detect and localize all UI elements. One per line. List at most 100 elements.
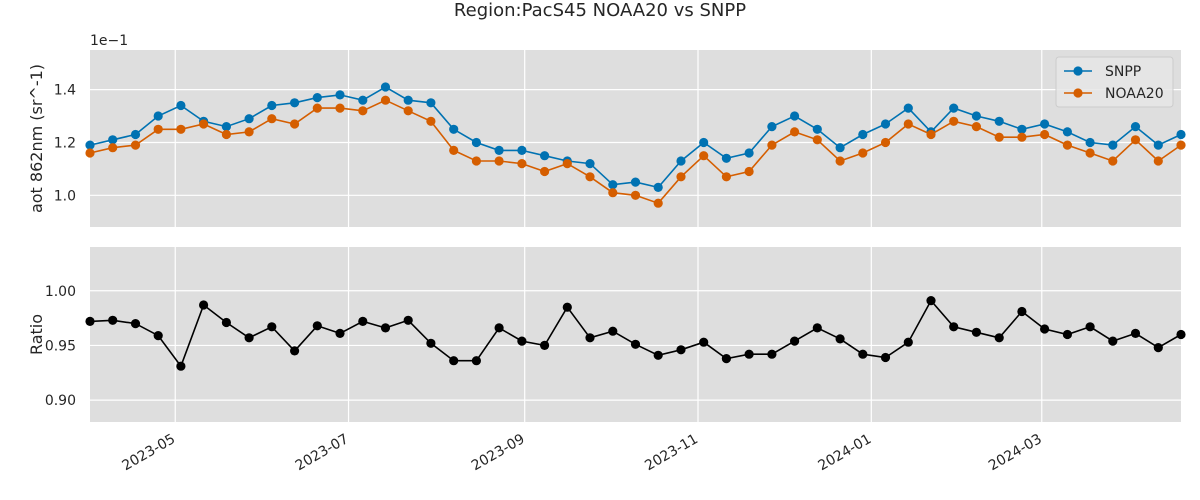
data-point [540, 151, 550, 161]
data-point [403, 106, 413, 116]
data-point [676, 172, 686, 182]
data-point [585, 172, 595, 182]
x-tick-label: 2023-07 [293, 431, 352, 474]
data-point [358, 106, 368, 116]
data-point [721, 354, 732, 364]
data-point [630, 177, 641, 187]
data-point [380, 323, 391, 333]
data-point [744, 349, 754, 359]
data-point [721, 172, 732, 182]
data-point [767, 122, 777, 132]
legend-swatch-marker [1073, 88, 1083, 98]
data-point [85, 140, 95, 150]
data-point [699, 151, 709, 161]
data-point [176, 124, 186, 134]
data-point [449, 145, 459, 155]
data-point [1130, 328, 1141, 338]
data-point [903, 337, 913, 347]
data-point [1062, 127, 1072, 137]
data-point [949, 322, 959, 332]
data-point [880, 137, 891, 148]
data-point [653, 182, 663, 192]
data-point [653, 350, 663, 360]
data-point [517, 336, 527, 346]
data-point [971, 327, 982, 337]
legend: SNPP NOAA20 [1055, 56, 1174, 108]
data-point [335, 328, 345, 338]
data-point [1176, 329, 1186, 340]
data-point [630, 339, 641, 349]
data-point [312, 321, 322, 331]
data-point [153, 124, 163, 134]
data-point [1040, 324, 1050, 334]
y-tick-label: 1.2 [54, 135, 76, 151]
data-point [790, 111, 800, 121]
data-point [471, 156, 481, 166]
data-point [267, 114, 277, 124]
data-point [244, 114, 254, 124]
data-point [380, 95, 391, 105]
data-point [1017, 306, 1027, 317]
y-tick-label: 1.0 [54, 188, 76, 204]
data-point [130, 129, 141, 140]
data-point [221, 317, 231, 328]
data-point [176, 361, 186, 371]
data-point [676, 345, 686, 355]
y-offset-label: 1e−1 [90, 33, 128, 49]
data-point [494, 323, 504, 333]
data-point [608, 326, 618, 336]
data-point [1040, 119, 1050, 129]
data-point [744, 166, 754, 177]
data-point [494, 145, 504, 155]
data-point [403, 315, 413, 325]
data-point [221, 129, 231, 140]
data-point [744, 148, 754, 158]
data-point [449, 124, 459, 134]
data-point [835, 334, 845, 344]
data-point [517, 145, 527, 155]
data-point [1017, 132, 1027, 142]
data-point [1085, 148, 1095, 158]
data-point [812, 323, 822, 333]
data-point [85, 148, 95, 158]
data-point [244, 127, 254, 137]
data-point [1130, 135, 1141, 145]
legend-box [1055, 56, 1174, 108]
y-tick-label: 1.4 [54, 83, 76, 99]
data-point [403, 95, 413, 105]
data-point [880, 352, 891, 363]
top-panel: 1.0 1.2 1.4 aot 862nm (sr^-1) 1e−1 SNPP NOAA20 [27, 33, 1186, 227]
data-point [290, 119, 300, 129]
data-point [176, 100, 186, 111]
legend-label: SNPP [1105, 64, 1141, 80]
data-point [790, 336, 800, 346]
data-point [335, 90, 345, 100]
data-point [585, 333, 595, 343]
x-tick-label: 2024-03 [986, 431, 1045, 474]
data-point [199, 300, 209, 310]
data-point [812, 124, 822, 134]
y-axis-label: Ratio [27, 314, 46, 355]
data-point [949, 116, 959, 126]
data-point [1085, 322, 1095, 332]
data-point [653, 198, 663, 208]
plot-area [90, 50, 1181, 227]
data-point [858, 148, 868, 158]
data-point [880, 119, 891, 129]
data-point [1153, 156, 1163, 166]
data-point [676, 156, 686, 166]
data-point [767, 140, 777, 150]
data-point [767, 349, 777, 359]
data-point [1085, 137, 1095, 148]
data-point [994, 116, 1004, 126]
data-point [517, 159, 527, 169]
data-point [994, 132, 1004, 142]
data-point [858, 129, 868, 140]
data-point [812, 135, 822, 145]
data-point [540, 340, 550, 350]
data-point [1176, 140, 1186, 150]
data-point [1108, 336, 1118, 346]
y-tick-label: 0.95 [45, 338, 76, 354]
data-point [426, 98, 436, 108]
